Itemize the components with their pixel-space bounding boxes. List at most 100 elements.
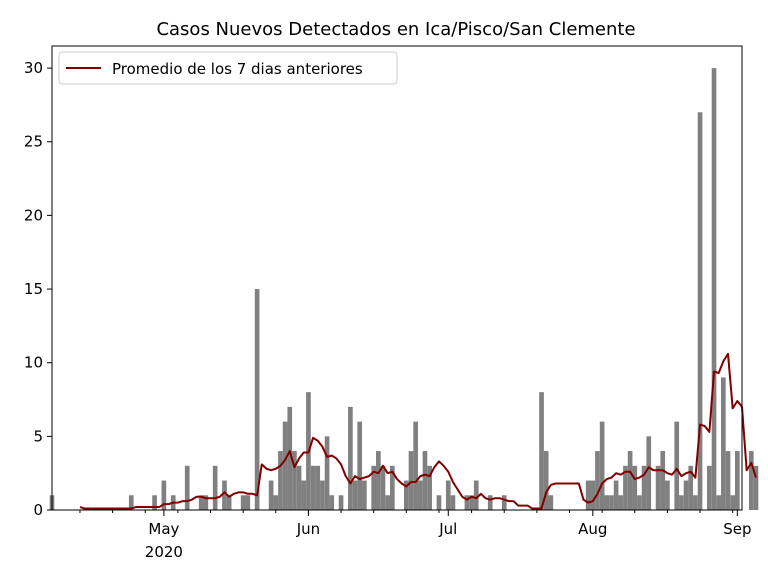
- bar: [618, 495, 624, 510]
- bar: [329, 495, 335, 510]
- bar: [585, 480, 591, 510]
- bar: [273, 495, 279, 510]
- bar: [674, 421, 680, 510]
- bar: [310, 465, 316, 510]
- bar: [315, 465, 321, 510]
- bar: [641, 465, 647, 510]
- bar: [665, 480, 670, 510]
- y-tick-label: 5: [33, 427, 43, 445]
- bar: [417, 480, 423, 510]
- bar: [599, 421, 605, 510]
- average-line-layer: [79, 352, 757, 510]
- y-tick-label: 30: [24, 59, 43, 77]
- x-axis-ticks: May 2020 Jun Jul Aug Sep: [79, 510, 751, 561]
- bar: [707, 465, 712, 510]
- y-tick-label: 10: [24, 354, 43, 372]
- bar: [590, 480, 596, 510]
- bar: [464, 495, 470, 510]
- bar: [320, 480, 325, 510]
- bar: [212, 465, 218, 510]
- bar: [240, 495, 246, 510]
- bar: [753, 465, 759, 510]
- bar: [296, 465, 302, 510]
- bar: [254, 289, 260, 510]
- average-line: [79, 352, 757, 510]
- y-tick-label: 25: [24, 133, 43, 151]
- bar: [338, 495, 344, 510]
- x-tick-label: May: [148, 520, 179, 538]
- bar: [161, 480, 167, 510]
- bar: [324, 436, 330, 510]
- x-tick-label: Sep: [723, 520, 751, 538]
- bar: [623, 465, 628, 510]
- legend-label: Promedio de los 7 dias anteriores: [112, 60, 363, 78]
- bar: [128, 495, 134, 510]
- bar: [725, 451, 731, 510]
- bar: [627, 451, 633, 510]
- bar: [413, 421, 418, 510]
- bar: [716, 495, 722, 510]
- bar: [287, 406, 293, 510]
- bar-series: [49, 68, 759, 510]
- x-tick-label: Jul: [438, 520, 457, 538]
- bar: [152, 495, 157, 510]
- bar: [408, 451, 414, 510]
- bar: [422, 451, 428, 510]
- bar: [371, 465, 377, 510]
- bar: [613, 480, 619, 510]
- bar: [730, 495, 735, 510]
- bar: [403, 480, 409, 510]
- bar: [693, 495, 698, 510]
- bar: [679, 495, 684, 510]
- y-tick-label: 20: [24, 206, 43, 224]
- y-tick-label: 15: [24, 280, 43, 298]
- bar: [184, 465, 190, 510]
- bar: [595, 451, 600, 510]
- bar: [376, 451, 381, 510]
- bar: [543, 451, 549, 510]
- y-tick-label: 0: [33, 501, 43, 519]
- bar: [548, 495, 554, 510]
- legend: Promedio de los 7 dias anteriores: [58, 51, 398, 85]
- bar: [660, 451, 666, 510]
- bar: [198, 495, 204, 510]
- bar: [646, 436, 652, 510]
- bar: [501, 495, 507, 510]
- bar: [450, 495, 456, 510]
- bar: [427, 465, 432, 510]
- bar: [222, 480, 227, 510]
- bar: [357, 421, 363, 510]
- bar: [539, 392, 544, 510]
- bar: [268, 480, 274, 510]
- bar: [473, 480, 479, 510]
- bar: [390, 465, 395, 510]
- bar: [226, 495, 232, 510]
- bar: [735, 451, 740, 510]
- y-axis-ticks: 0 5 10 15 20 25 30: [24, 59, 52, 519]
- bar: [203, 495, 209, 510]
- bar: [609, 495, 614, 510]
- x-tick-label: Jun: [296, 520, 320, 538]
- bar: [245, 495, 251, 510]
- legend-box: [58, 51, 398, 85]
- bar: [292, 451, 297, 510]
- bar: [282, 421, 288, 510]
- bar: [362, 480, 367, 510]
- bar: [348, 406, 353, 510]
- x-tick-label: Aug: [578, 520, 607, 538]
- bar: [301, 480, 307, 510]
- chart-title: Casos Nuevos Detectados en Ica/Pisco/San…: [156, 19, 635, 40]
- x-tick-sublabel: 2020: [145, 543, 183, 561]
- bar: [683, 480, 689, 510]
- bar: [385, 495, 390, 510]
- bar: [637, 495, 642, 510]
- bar: [380, 465, 386, 510]
- axes-frame: [51, 45, 743, 511]
- bar: [278, 451, 283, 510]
- bar: [697, 112, 703, 510]
- bar: [487, 495, 493, 510]
- bar: [604, 495, 610, 510]
- bar: [469, 495, 474, 510]
- bar: [721, 377, 726, 510]
